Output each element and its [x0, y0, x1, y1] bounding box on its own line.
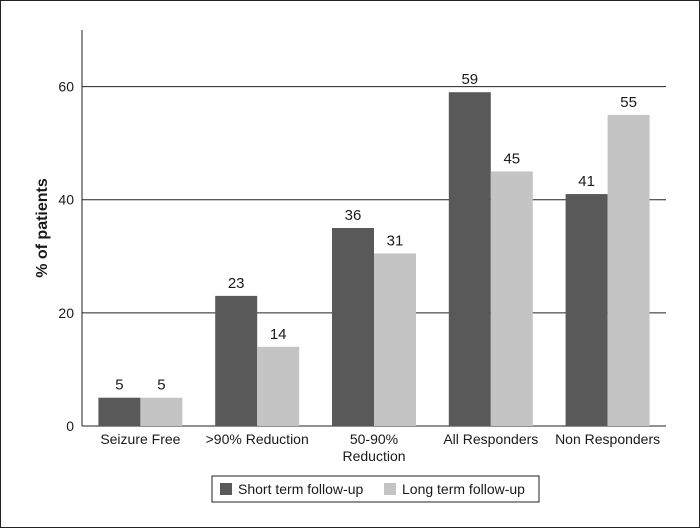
data-label: 59	[461, 71, 478, 88]
category-label: Seizure Free	[100, 431, 180, 447]
data-label: 36	[345, 207, 362, 224]
bar-long-4	[607, 114, 650, 426]
y-axis-label: % of patients	[34, 178, 51, 278]
bar-short-0	[98, 397, 141, 426]
data-label: 31	[387, 232, 404, 249]
legend-label-1: Long term follow-up	[402, 481, 525, 497]
bar-short-4	[565, 194, 608, 426]
y-tick-label: 20	[58, 305, 74, 321]
y-tick-label: 40	[58, 192, 74, 208]
y-tick-label: 60	[58, 79, 74, 95]
category-label: 50-90%	[350, 431, 398, 447]
bar-long-0	[140, 397, 183, 426]
bar-short-2	[332, 228, 374, 426]
data-label: 41	[578, 173, 595, 190]
legend-swatch-1	[384, 483, 396, 495]
data-label: 45	[503, 150, 520, 167]
data-label: 55	[620, 94, 637, 111]
bar-long-3	[490, 171, 533, 426]
data-label: 14	[270, 326, 287, 343]
bar-short-3	[448, 92, 491, 426]
legend-box	[211, 475, 540, 503]
data-label: 23	[228, 275, 245, 292]
category-label: >90% Reduction	[206, 431, 309, 447]
legend-label-0: Short term follow-up	[238, 481, 363, 497]
bar-short-1	[215, 295, 258, 426]
bar-long-1	[257, 346, 300, 426]
bar-long-2	[374, 253, 416, 426]
category-label: Reduction	[342, 448, 405, 464]
y-tick-label: 0	[66, 418, 74, 434]
category-label: All Responders	[443, 431, 538, 447]
category-label: Non Responders	[555, 431, 660, 447]
data-label: 5	[115, 377, 123, 394]
data-label: 5	[157, 377, 165, 394]
legend-swatch-0	[220, 483, 232, 495]
